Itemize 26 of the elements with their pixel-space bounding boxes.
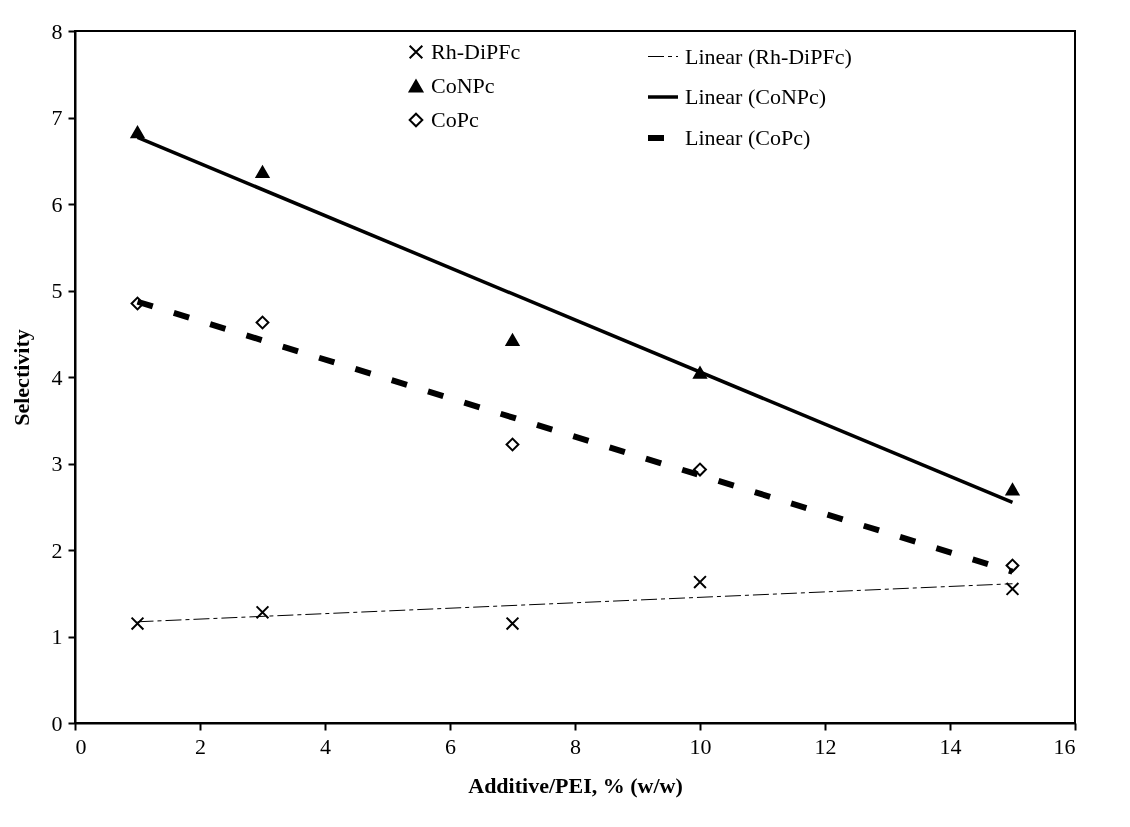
y-tick-label: 0	[51, 710, 63, 736]
x-tick-label: 14	[939, 733, 962, 759]
legend-label: Linear (Rh-DiPFc)	[685, 43, 852, 69]
legend-label: CoPc	[431, 107, 479, 132]
y-tick-label: 4	[51, 364, 63, 390]
legend-label: CoNPc	[431, 73, 495, 98]
y-tick-label: 5	[51, 278, 63, 303]
x-tick-label: 8	[570, 733, 581, 759]
x-tick-label: 0	[75, 733, 87, 759]
y-tick-label: 2	[51, 537, 63, 563]
y-tick-label: 6	[51, 191, 63, 217]
y-tick-label: 7	[51, 105, 63, 130]
x-axis-title: Additive/PEI, % (w/w)	[468, 772, 683, 798]
legend-label: Rh-DiPFc	[431, 39, 521, 64]
y-tick-label: 1	[51, 624, 63, 649]
x-tick-label: 2	[195, 733, 206, 759]
legend-label: Linear (CoNPc)	[685, 84, 827, 109]
y-tick-label: 3	[51, 451, 63, 476]
legend-label: Linear (CoPc)	[685, 125, 811, 150]
y-axis-title: Selectivity	[8, 329, 34, 426]
x-tick-label: 16	[1053, 733, 1076, 759]
x-tick-label: 12	[814, 733, 837, 759]
x-tick-label: 4	[320, 733, 331, 759]
x-tick-label: 10	[689, 733, 712, 759]
x-tick-label: 6	[445, 733, 456, 759]
y-tick-label: 8	[51, 18, 63, 44]
